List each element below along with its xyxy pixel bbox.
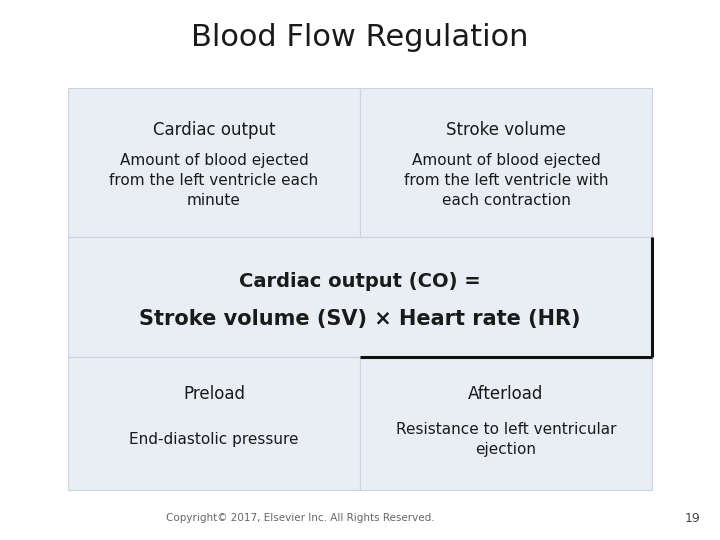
Text: Preload: Preload [183, 386, 245, 403]
Text: Amount of blood ejected
from the left ventricle each
minute: Amount of blood ejected from the left ve… [109, 153, 318, 207]
Text: Afterload: Afterload [468, 386, 544, 403]
Text: Blood Flow Regulation: Blood Flow Regulation [192, 24, 528, 52]
Text: Amount of blood ejected
from the left ventricle with
each contraction: Amount of blood ejected from the left ve… [404, 153, 608, 207]
Text: End-diastolic pressure: End-diastolic pressure [130, 432, 299, 447]
Text: Copyright© 2017, Elsevier Inc. All Rights Reserved.: Copyright© 2017, Elsevier Inc. All Right… [166, 513, 434, 523]
Text: 19: 19 [684, 511, 700, 524]
Bar [360, 88, 652, 237]
Text: Stroke volume (SV) × Heart rate (HR): Stroke volume (SV) × Heart rate (HR) [139, 309, 581, 329]
Bar [360, 357, 652, 490]
Bar [68, 357, 360, 490]
Text: Resistance to left ventricular
ejection: Resistance to left ventricular ejection [396, 422, 616, 457]
Bar [68, 237, 652, 357]
Text: Stroke volume: Stroke volume [446, 120, 566, 139]
Bar [68, 88, 360, 237]
Text: Cardiac output: Cardiac output [153, 120, 275, 139]
Text: Cardiac output (CO) =: Cardiac output (CO) = [239, 272, 481, 291]
